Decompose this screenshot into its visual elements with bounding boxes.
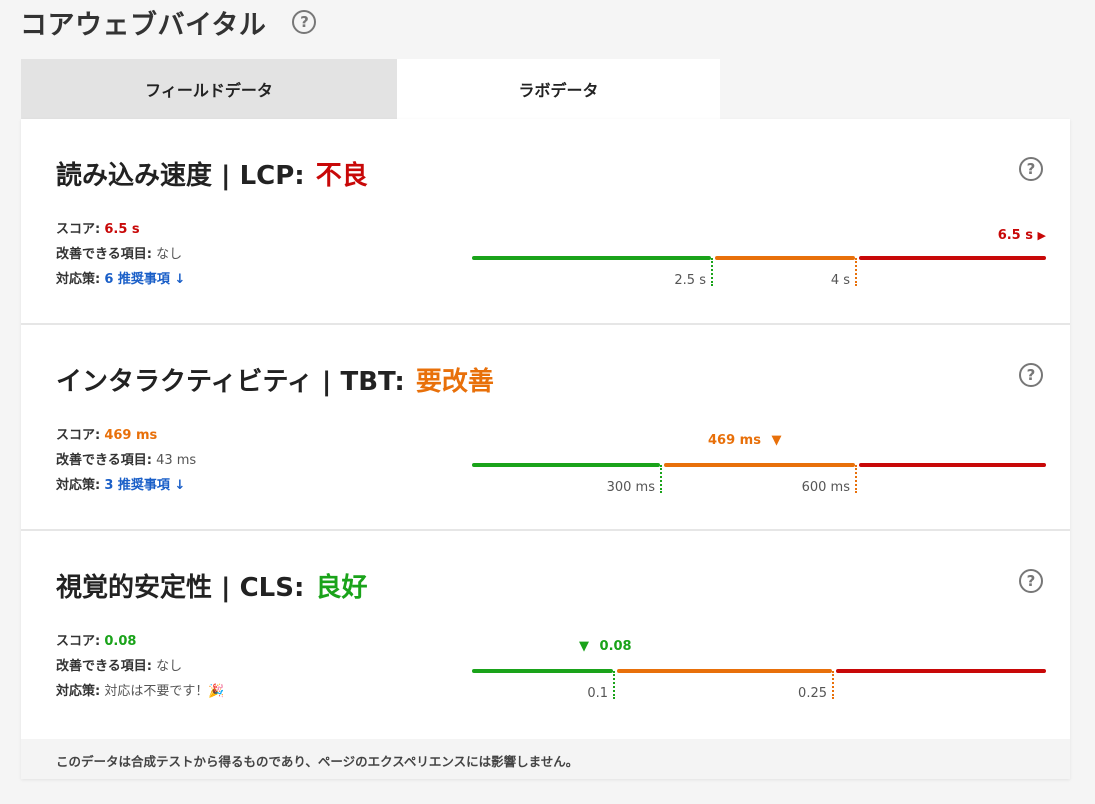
threshold-label: 4 s xyxy=(830,273,850,288)
metric-cls: 視覚的安定性 | CLS: 良好 ? スコア: 0.08 改善できる項目: なし… xyxy=(21,531,1070,737)
metric-info: スコア: 6.5 s 改善できる項目: なし 対応策: 6 推奨事項 ↓ xyxy=(56,217,185,292)
score-value: 469 ms xyxy=(104,428,158,443)
bar-good xyxy=(472,463,660,467)
score-marker: 469 ms ▼ xyxy=(708,433,781,448)
score-marker: 6.5 s ▶ xyxy=(998,228,1046,243)
improvable-value: なし xyxy=(156,247,183,262)
metric-lcp: 読み込み速度 | LCP: 不良 ? スコア: 6.5 s 改善できる項目: な… xyxy=(21,119,1070,325)
improvable-label: 改善できる項目: xyxy=(56,659,152,674)
bar-needs-improvement xyxy=(617,669,832,673)
footer-note: このデータは合成テストから得るものであり、ページのエクスペリエンスには影響しませ… xyxy=(21,739,1070,779)
page-title: コアウェブバイタル xyxy=(20,9,267,41)
metric-info: スコア: 0.08 改善できる項目: なし 対応策: 対応は不要です！🎉 xyxy=(56,629,225,704)
page-header: コアウェブバイタル ? xyxy=(20,2,317,42)
score-marker: ▼ 0.08 xyxy=(579,639,632,654)
action-label: 対応策: xyxy=(56,684,101,699)
improvable-value: 43 ms xyxy=(156,453,197,468)
bar-good xyxy=(472,256,711,260)
threshold-tick xyxy=(855,258,857,286)
improvable-label: 改善できる項目: xyxy=(56,247,152,262)
metric-status-good: 良好 xyxy=(315,573,368,603)
recommendations-link[interactable]: 6 推奨事項 ↓ xyxy=(104,272,186,287)
metric-tbt: インタラクティビティ | TBT: 要改善 ? スコア: 469 ms 改善でき… xyxy=(21,325,1070,531)
threshold-label: 0.25 xyxy=(798,686,827,701)
metric-title-text: 視覚的安定性 | CLS: xyxy=(56,573,305,603)
metric-title-text: 読み込み速度 | LCP: xyxy=(56,161,305,191)
action-label: 対応策: xyxy=(56,272,101,287)
metrics-card: 読み込み速度 | LCP: 不良 ? スコア: 6.5 s 改善できる項目: な… xyxy=(21,119,1070,779)
tab-bar: フィールドデータ ラボデータ xyxy=(21,59,720,119)
marker-value: 469 ms xyxy=(708,433,761,448)
threshold-bar: 300 ms 600 ms 469 ms ▼ xyxy=(472,433,1046,503)
improvable-value: なし xyxy=(156,659,183,674)
threshold-bar: 0.1 0.25 ▼ 0.08 xyxy=(472,639,1046,709)
bar-good xyxy=(472,669,613,673)
threshold-tick xyxy=(855,465,857,493)
threshold-label: 0.1 xyxy=(587,686,608,701)
marker-arrow-icon: ▼ xyxy=(579,639,589,654)
bar-poor xyxy=(859,256,1046,260)
bar-needs-improvement xyxy=(715,256,855,260)
score-label: スコア: xyxy=(56,428,101,443)
marker-value: 6.5 s xyxy=(997,228,1033,243)
threshold-label: 2.5 s xyxy=(674,273,706,288)
metric-title: インタラクティビティ | TBT: 要改善 xyxy=(56,361,494,398)
tab-lab-data[interactable]: ラボデータ xyxy=(397,59,720,119)
score-value: 6.5 s xyxy=(104,222,140,237)
help-icon[interactable]: ? xyxy=(1019,569,1043,593)
bar-poor xyxy=(859,463,1046,467)
score-label: スコア: xyxy=(56,222,101,237)
metric-info: スコア: 469 ms 改善できる項目: 43 ms 対応策: 3 推奨事項 ↓ xyxy=(56,423,196,498)
metric-status-poor: 不良 xyxy=(315,161,368,191)
marker-arrow-icon: ▼ xyxy=(771,433,782,448)
threshold-bar: 2.5 s 4 s 6.5 s ▶ xyxy=(472,228,1046,296)
marker-arrow-icon: ▶ xyxy=(1037,229,1046,242)
score-value: 0.08 xyxy=(104,634,137,649)
footer-text: このデータは合成テストから得るものであり、ページのエクスペリエンスには影響しませ… xyxy=(56,754,579,769)
action-value: 対応は不要です！🎉 xyxy=(104,684,225,699)
threshold-tick xyxy=(832,671,834,699)
bar-needs-improvement xyxy=(664,463,855,467)
threshold-label: 600 ms xyxy=(801,480,850,495)
threshold-tick xyxy=(711,258,713,286)
tab-field-data[interactable]: フィールドデータ xyxy=(21,59,397,119)
help-icon[interactable]: ? xyxy=(292,10,317,34)
metric-title-text: インタラクティビティ | TBT: xyxy=(56,367,405,397)
score-label: スコア: xyxy=(56,634,101,649)
improvable-label: 改善できる項目: xyxy=(56,453,152,468)
action-label: 対応策: xyxy=(56,478,101,493)
metric-title: 読み込み速度 | LCP: 不良 xyxy=(56,155,368,192)
metric-status-needs-improvement: 要改善 xyxy=(415,367,494,397)
bar-poor xyxy=(836,669,1046,673)
threshold-tick xyxy=(613,671,615,699)
threshold-label: 300 ms xyxy=(606,480,655,495)
help-icon[interactable]: ? xyxy=(1019,157,1043,181)
recommendations-link[interactable]: 3 推奨事項 ↓ xyxy=(104,478,186,493)
metric-title: 視覚的安定性 | CLS: 良好 xyxy=(56,567,367,604)
marker-value: 0.08 xyxy=(599,639,632,654)
threshold-tick xyxy=(660,465,662,493)
help-icon[interactable]: ? xyxy=(1019,363,1043,387)
